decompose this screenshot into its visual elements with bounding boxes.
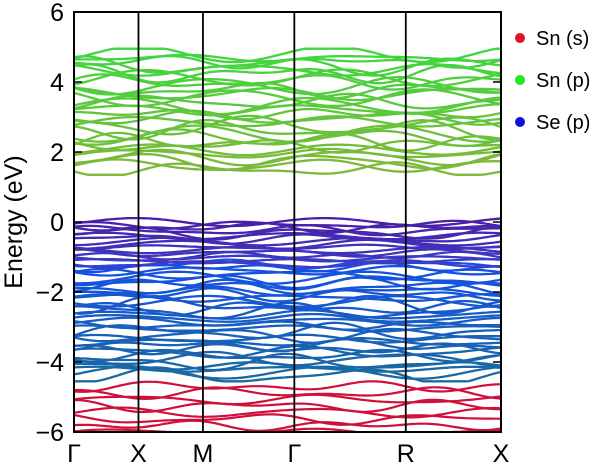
band-lines [74,47,501,432]
band-line [74,96,501,116]
band-line [74,419,501,432]
band-line [74,75,501,96]
x-tick-label: M [193,440,214,467]
y-tick-label: −4 [35,349,64,377]
band-line [74,109,501,126]
band-line [74,124,501,143]
high-symmetry-lines [137,12,407,432]
y-tick-label: 6 [50,0,64,27]
band-line [74,152,501,172]
band-line [74,276,501,293]
legend-marker [515,33,525,43]
band-line [74,338,501,353]
band-line [74,143,501,157]
band-line [74,324,501,333]
band-line [74,216,501,228]
band-line [74,344,501,359]
x-tick-label: R [397,440,415,467]
legend: Sn (s) Sn (p) Se (p) [515,28,590,134]
band-line [74,238,501,250]
band-line [74,114,501,136]
y-axis-label: Energy (eV) [0,155,28,288]
legend-marker [515,117,525,127]
band-line [74,337,501,347]
band-line [74,231,501,241]
x-tick-label: X [493,440,510,467]
y-tick-label: −6 [35,419,64,447]
legend-label: Sn (p) [536,70,590,92]
band-line [74,68,501,88]
band-line [74,352,501,372]
band-line [74,63,501,85]
band-line [74,309,501,320]
band-line [74,348,501,363]
band-line [74,380,501,393]
x-tick-label: Γ [67,440,81,467]
band-line [74,278,501,296]
band-line [74,236,501,247]
band-line [74,386,501,401]
band-line [74,427,501,432]
band-line [74,53,501,63]
band-line [74,398,501,414]
y-tick-label: 2 [50,139,64,167]
band-line [74,327,501,345]
band-line [74,350,501,368]
band-line [74,250,501,261]
y-tick-label: 0 [50,209,64,237]
band-line [74,393,501,406]
legend-label: Sn (s) [536,28,589,50]
y-tick-label: −2 [35,279,64,307]
band-line [74,312,501,323]
band-line [74,294,501,308]
band-line [74,316,501,327]
y-axis: 6 4 2 0 −2 −4 −6 [35,0,501,447]
band-line [74,320,501,331]
band-line [74,86,501,102]
band-line [74,287,501,303]
band-line [74,47,501,64]
band-line [74,406,501,419]
band-line [74,333,501,344]
band-line [74,219,501,230]
y-tick-label: 4 [50,69,64,97]
band-line [74,92,501,110]
legend-label: Se (p) [536,112,590,134]
x-tick-label: X [130,440,147,467]
band-line [74,365,501,373]
x-tick-label: Γ [287,440,301,467]
legend-marker [515,75,525,85]
band-line [74,147,501,159]
